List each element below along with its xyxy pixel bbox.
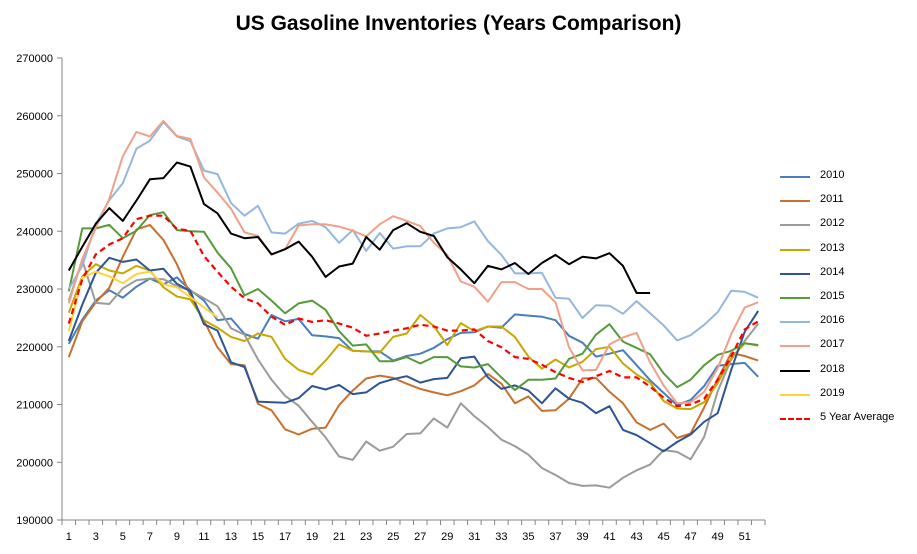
x-tick-label: 13 <box>225 531 237 543</box>
x-tick-label: 35 <box>522 531 534 543</box>
series-line-2013 <box>67 263 759 411</box>
x-tick-label: 15 <box>252 531 264 543</box>
legend-label: 5 Year Average <box>820 410 895 423</box>
legend-label: 2013 <box>820 241 845 254</box>
legend-label: 2011 <box>820 193 844 206</box>
x-tick-label: 29 <box>441 531 453 543</box>
x-tick-label: 31 <box>468 531 480 543</box>
x-tick-label: 51 <box>739 531 751 543</box>
legend-swatch <box>780 393 810 396</box>
series-line-2011 <box>67 223 759 439</box>
y-tick-label: 260000 <box>16 111 53 123</box>
legend-label: 2019 <box>820 386 845 399</box>
x-tick-label: 3 <box>93 531 99 543</box>
chart-title: US Gasoline Inventories (Years Compariso… <box>235 12 682 35</box>
series-line-5-year-average <box>67 214 759 408</box>
legend-swatch <box>780 369 810 372</box>
legend-swatch <box>780 417 810 420</box>
chart-axes <box>57 57 766 525</box>
legend-label: 2014 <box>820 265 845 278</box>
legend-swatch <box>780 224 810 227</box>
x-tick-label: 45 <box>657 531 669 543</box>
y-tick-label: 190000 <box>16 515 53 527</box>
legend-label: 2012 <box>820 217 845 230</box>
x-tick-label: 27 <box>414 531 426 543</box>
legend-label: 2017 <box>820 338 845 351</box>
x-tick-label: 19 <box>306 531 318 543</box>
x-tick-label: 17 <box>279 531 291 543</box>
y-tick-label: 220000 <box>16 342 53 354</box>
legend-label: 2010 <box>820 169 845 181</box>
y-tick-label: 210000 <box>16 400 53 412</box>
y-tick-label: 240000 <box>16 226 53 238</box>
y-tick-label: 250000 <box>16 169 53 181</box>
x-tick-label: 43 <box>630 531 642 543</box>
legend-label: 2018 <box>820 362 845 375</box>
series-line-2018 <box>67 161 651 294</box>
y-tick-labels: 190000 200000 210000 220000 230000 240000 2500… <box>16 53 53 527</box>
legend-label: 2016 <box>820 314 845 327</box>
x-tick-label: 39 <box>576 531 588 543</box>
x-tick-label: 33 <box>495 531 507 543</box>
legend-swatch <box>780 296 810 299</box>
legend-swatch <box>780 321 810 324</box>
y-tick-label: 200000 <box>16 457 53 469</box>
legend-swatch <box>780 345 810 348</box>
legend-swatch <box>780 272 810 275</box>
legend-swatch <box>780 200 810 203</box>
y-tick-label: 230000 <box>16 284 53 296</box>
x-tick-label: 47 <box>685 531 697 543</box>
legend-swatch <box>780 248 810 251</box>
x-tick-label: 49 <box>712 531 724 543</box>
y-tick-label: 270000 <box>16 53 53 65</box>
x-tick-label: 7 <box>147 531 153 543</box>
chart-series <box>67 119 760 489</box>
x-tick-label: 23 <box>360 531 372 543</box>
x-tick-label: 25 <box>387 531 399 543</box>
x-tick-label: 37 <box>549 531 561 543</box>
x-tick-label: 5 <box>120 531 126 543</box>
series-line-2016 <box>67 121 759 342</box>
series-line-2015 <box>67 211 759 392</box>
series-line-2014 <box>67 256 760 453</box>
x-tick-label: 9 <box>174 531 180 543</box>
x-tick-labels: 1 3 5 7 9 11 13 15 17 19 21 23 25 27 29 31 33 35 37 39 41 43 4… <box>66 531 751 543</box>
series-line-2010 <box>67 276 759 407</box>
x-tick-label: 11 <box>198 531 209 543</box>
series-line-2019 <box>67 270 219 332</box>
legend-label: 2015 <box>820 289 845 302</box>
x-tick-label: 21 <box>333 531 345 543</box>
x-tick-label: 1 <box>66 531 72 543</box>
x-tick-label: 41 <box>603 531 615 543</box>
legend-swatch <box>780 176 810 178</box>
series-line-2017 <box>67 119 759 405</box>
